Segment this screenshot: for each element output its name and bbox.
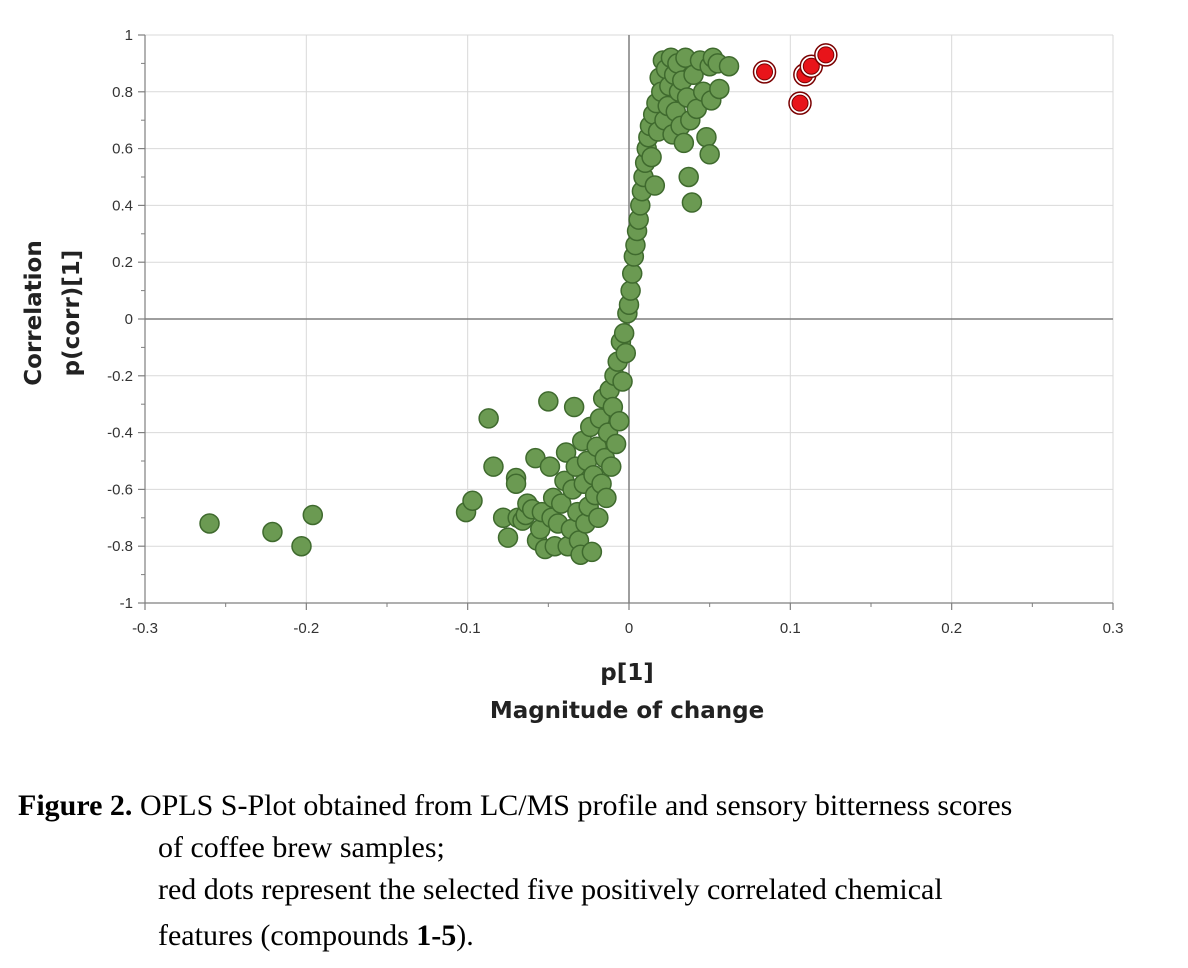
y-tick-label: 0.6: [112, 141, 133, 158]
feature-point: [696, 126, 717, 148]
feature-point: [605, 433, 627, 455]
y-tick-label: 0.8: [112, 84, 133, 101]
y-tick-label: -0.2: [107, 368, 133, 385]
y-tick-label: 0: [125, 311, 133, 328]
caption-line3-row: red dots represent the selected five pos…: [158, 870, 943, 910]
feature-point: [699, 144, 720, 165]
caption-line2: of coffee brew samples;: [158, 831, 445, 864]
y-tick-label: -0.4: [107, 425, 133, 442]
feature-point: [483, 456, 504, 477]
feature-point: [596, 487, 617, 509]
feature-point: [620, 280, 641, 301]
y-tick-label: 0.4: [112, 197, 133, 214]
x-tick-label: 0.3: [1103, 620, 1124, 637]
x-axis-title-line2: Magnitude of change: [490, 698, 764, 724]
feature-point: [302, 504, 324, 526]
y-tick-label: -0.8: [107, 538, 133, 555]
caption-label: Figure 2.: [18, 789, 133, 822]
feature-point: [588, 507, 609, 529]
feature-point: [462, 490, 483, 512]
caption-line1: OPLS S-Plot obtained from LC/MS profile …: [139, 789, 1013, 822]
x-tick-label: -0.2: [293, 620, 319, 637]
feature-point: [497, 527, 519, 548]
y-tick-label: 0.2: [112, 254, 133, 271]
feature-point: [709, 78, 730, 100]
feature-point: [478, 408, 499, 429]
feature-point: [609, 410, 630, 432]
x-tick-label: 0.1: [780, 620, 801, 637]
selected-compound-point: [802, 57, 820, 75]
caption-line2-row: of coffee brew samples;: [158, 828, 445, 868]
feature-point: [644, 175, 666, 196]
x-tick-label: 0: [625, 620, 633, 637]
feature-point: [641, 146, 662, 168]
caption-line4-post: ).: [456, 919, 474, 952]
caption-line4-row: features (compounds 1-5).: [158, 916, 474, 956]
feature-point: [615, 342, 637, 364]
feature-point: [199, 513, 220, 534]
data-points: [199, 43, 838, 565]
x-tick-label: -0.1: [455, 620, 481, 637]
feature-point: [601, 456, 622, 477]
feature-point: [613, 322, 635, 344]
feature-point: [291, 535, 312, 557]
caption-line4-pre: features (compounds: [158, 919, 417, 952]
feature-point: [581, 541, 603, 563]
caption-compounds-bold: 1-5: [416, 919, 457, 952]
s-plot-chart: 1 0.8 0.6 0.4 0.2 0 -0.2 -0.4 -0.6 -0.8 -1 -0.3 -0.2…: [21, 27, 1123, 724]
feature-point: [555, 442, 577, 463]
selected-compound-point: [756, 63, 774, 81]
feature-point: [538, 391, 559, 412]
feature-point: [673, 132, 695, 154]
y-axis-title-line1: Correlation: [21, 240, 47, 385]
feature-point: [678, 166, 699, 188]
feature-point: [563, 396, 585, 418]
y-tick-label: -1: [120, 595, 133, 612]
selected-compound-point: [791, 94, 809, 112]
figure-caption: Figure 2. OPLS S-Plot obtained from LC/M…: [18, 786, 1012, 826]
feature-point: [539, 456, 561, 477]
selected-compound-point: [817, 46, 835, 64]
y-axis-title-line2: p(corr)[1]: [59, 250, 85, 377]
y-tick-label: 1: [125, 27, 133, 44]
feature-point: [612, 371, 633, 392]
feature-point: [262, 521, 283, 543]
tick-labels: 1 0.8 0.6 0.4 0.2 0 -0.2 -0.4 -0.6 -0.8 -1 -0.3 -0.2…: [107, 27, 1123, 637]
x-tick-label: 0.2: [941, 620, 962, 637]
feature-point: [505, 473, 527, 494]
caption-line3: red dots represent the selected five pos…: [158, 873, 943, 906]
feature-point: [718, 55, 740, 77]
feature-point: [681, 192, 703, 213]
feature-point: [621, 263, 643, 284]
x-tick-label: -0.3: [132, 620, 158, 637]
feature-point: [550, 493, 572, 514]
x-axis-title-line1: p[1]: [600, 660, 654, 686]
y-tick-label: -0.6: [107, 481, 133, 498]
